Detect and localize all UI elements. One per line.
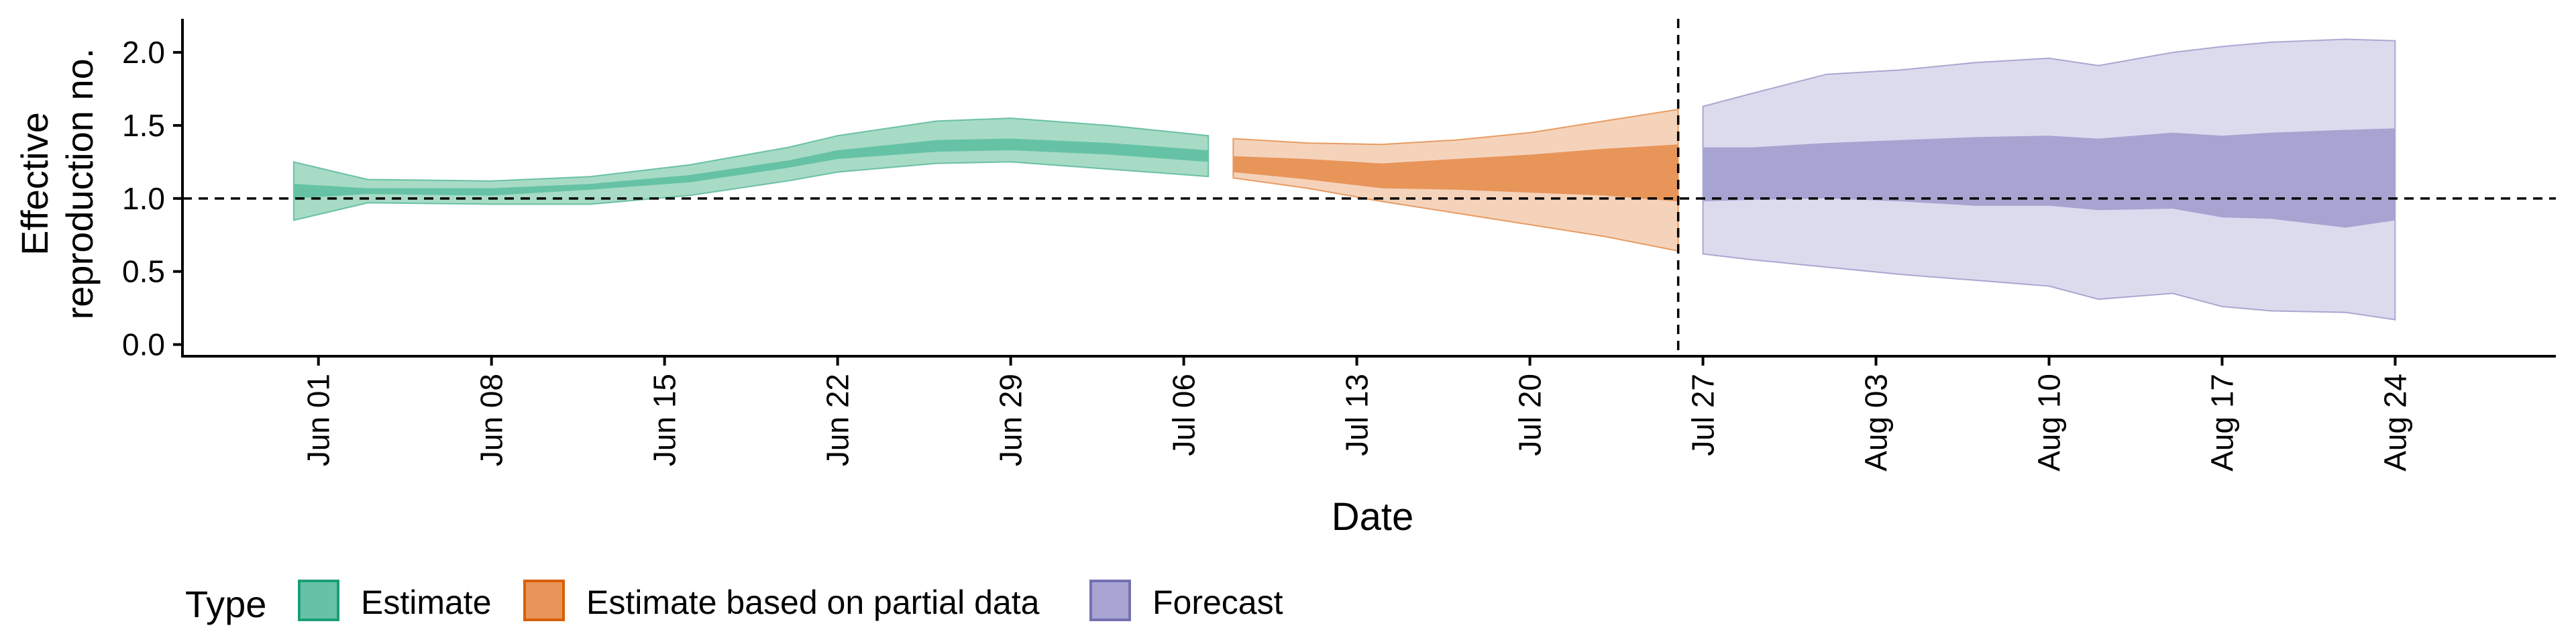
x-tick-label: Jul 27 bbox=[1686, 374, 1721, 456]
x-tick-label: Aug 24 bbox=[2377, 374, 2412, 472]
x-tick-label: Jul 06 bbox=[1167, 374, 1201, 456]
y-tick-label: 0.5 bbox=[122, 254, 165, 289]
x-tick-label: Jun 29 bbox=[994, 374, 1028, 466]
x-tick-label: Jun 22 bbox=[820, 374, 855, 466]
x-tick-label: Jul 13 bbox=[1340, 374, 1375, 456]
y-tick-label: 0.0 bbox=[122, 327, 165, 362]
legend-label-partial-estimate: Estimate based on partial data bbox=[586, 584, 1040, 621]
y-tick-label: 1.0 bbox=[122, 181, 165, 216]
x-tick-label: Aug 17 bbox=[2205, 374, 2240, 472]
x-tick-label: Jun 15 bbox=[647, 374, 682, 466]
legend-key-estimate bbox=[299, 581, 338, 620]
legend-key-partial-estimate bbox=[525, 581, 564, 620]
y-axis-title-line-1: Effective bbox=[13, 112, 56, 256]
legend-title: Type bbox=[185, 583, 266, 625]
y-tick-label: 1.5 bbox=[122, 108, 165, 143]
y-tick-label: 2.0 bbox=[122, 35, 165, 70]
x-tick-label: Aug 10 bbox=[2032, 374, 2067, 472]
x-tick-label: Jun 08 bbox=[474, 374, 509, 466]
y-axis-title-line-2: reproduction no. bbox=[58, 48, 101, 320]
x-tick-label: Jun 01 bbox=[301, 374, 336, 466]
x-tick-label: Aug 03 bbox=[1859, 374, 1894, 472]
legend-key-forecast bbox=[1091, 581, 1130, 620]
legend-label-forecast: Forecast bbox=[1152, 584, 1283, 621]
x-axis-title: Date bbox=[1332, 495, 1414, 539]
legend-label-estimate: Estimate bbox=[361, 584, 492, 621]
x-tick-label: Jul 20 bbox=[1513, 374, 1548, 456]
